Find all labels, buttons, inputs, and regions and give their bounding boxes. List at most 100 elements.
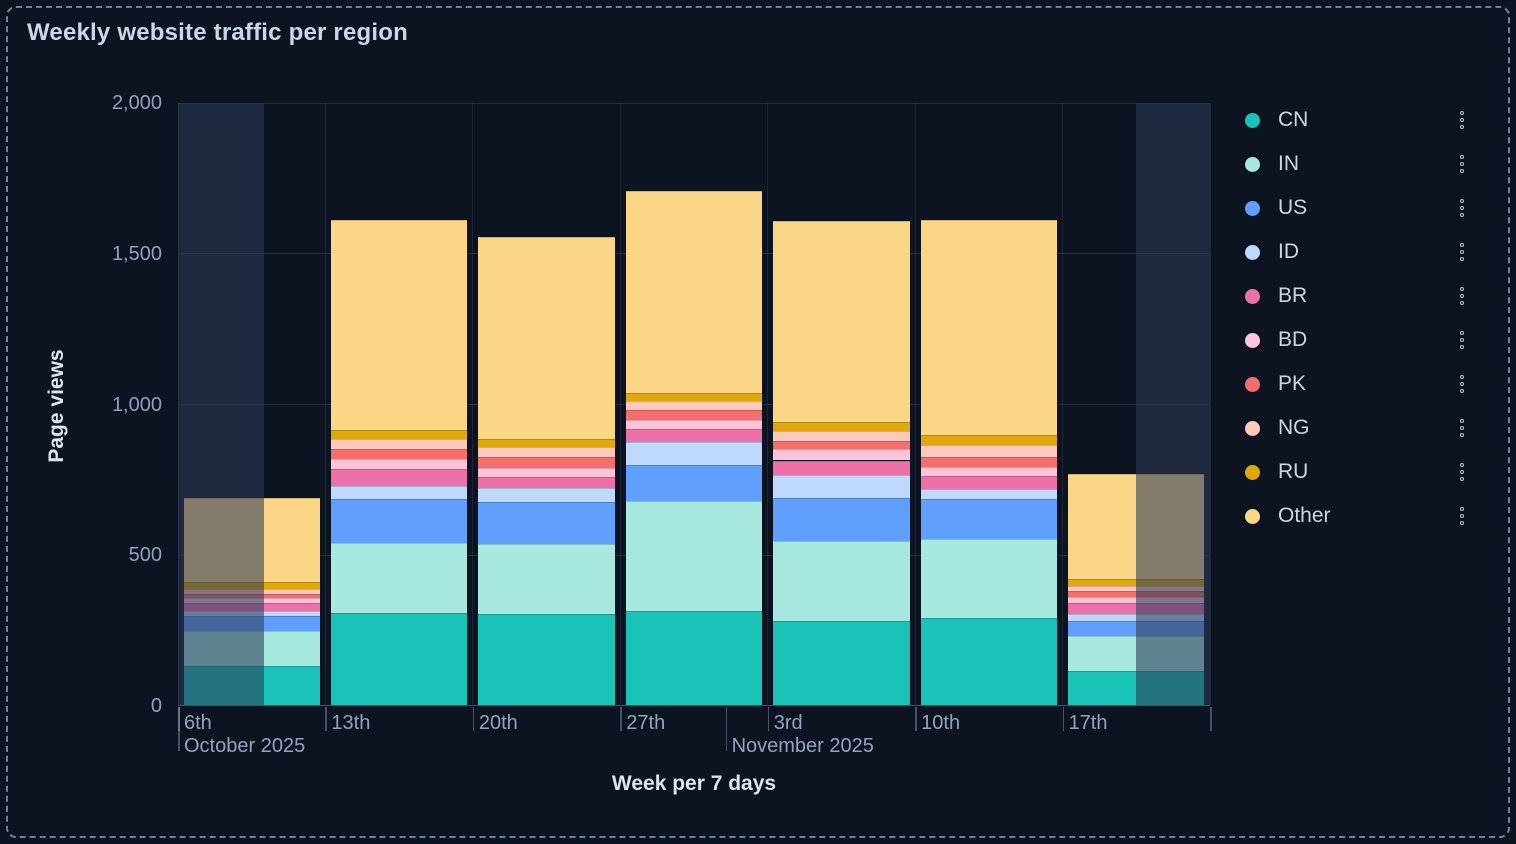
kebab-menu-icon[interactable] <box>1458 415 1466 441</box>
kebab-menu-icon[interactable] <box>1458 459 1466 485</box>
y-tick-label: 500 <box>128 544 162 567</box>
bar-segment-cn[interactable] <box>773 621 910 705</box>
bar-segment-cn[interactable] <box>625 611 763 705</box>
bar-column-10th[interactable] <box>920 220 1058 705</box>
legend-item-bd[interactable]: BD <box>1240 318 1480 362</box>
bar-segment-other[interactable] <box>920 220 1058 436</box>
bar-segment-ng[interactable] <box>773 431 910 442</box>
x-axis-tick <box>472 707 475 731</box>
bar-segment-id[interactable] <box>773 474 910 499</box>
bar-segment-other[interactable] <box>625 190 763 394</box>
bar-segment-ru[interactable] <box>920 435 1058 446</box>
x-axis-tick <box>325 707 327 731</box>
bar-segment-us[interactable] <box>330 498 468 543</box>
month-label: October 2025 <box>184 735 306 757</box>
bar-segment-br[interactable] <box>330 468 468 486</box>
bar-segment-pk[interactable] <box>478 457 615 469</box>
bar-segment-in[interactable] <box>330 542 468 613</box>
bar-segment-pk[interactable] <box>920 456 1058 468</box>
bar-segment-br[interactable] <box>1068 602 1205 614</box>
legend-item-label: US <box>1278 196 1308 219</box>
bar-segment-in[interactable] <box>478 544 615 614</box>
bar-segment-ng[interactable] <box>920 445 1058 457</box>
x-gridline <box>619 103 621 705</box>
bar-segment-bd[interactable] <box>478 468 615 478</box>
kebab-menu-icon[interactable] <box>1458 503 1466 529</box>
bar-segment-ru[interactable] <box>1068 578 1205 587</box>
bar-segment-other[interactable] <box>478 237 615 439</box>
bar-segment-bd[interactable] <box>920 467 1058 476</box>
kebab-menu-icon[interactable] <box>1458 151 1466 177</box>
kebab-menu-icon[interactable] <box>1458 327 1466 353</box>
bar-segment-us[interactable] <box>920 499 1058 540</box>
month-label: November 2025 <box>731 735 874 757</box>
bar-segment-in[interactable] <box>773 541 910 622</box>
bar-segment-pk[interactable] <box>773 441 910 449</box>
bar-segment-other[interactable] <box>773 220 910 423</box>
x-gridline <box>767 103 769 705</box>
kebab-menu-icon[interactable] <box>1458 195 1466 221</box>
legend-item-ng[interactable]: NG <box>1240 406 1480 450</box>
x-gridline <box>472 103 474 705</box>
legend-item-in[interactable]: IN <box>1240 142 1480 186</box>
bar-segment-bd[interactable] <box>773 448 910 461</box>
bar-segment-ru[interactable] <box>478 438 615 447</box>
legend-item-label: PK <box>1278 372 1307 395</box>
y-tick-label: 1,000 <box>111 393 162 416</box>
bar-segment-br[interactable] <box>478 477 615 488</box>
legend-item-cn[interactable]: CN <box>1240 98 1480 142</box>
bar-segment-pk[interactable] <box>330 448 468 459</box>
kebab-menu-icon[interactable] <box>1458 107 1466 133</box>
bar-segment-ru[interactable] <box>773 422 910 432</box>
legend-color-dot <box>1245 376 1260 392</box>
bar-segment-id[interactable] <box>625 442 763 466</box>
y-tick-label: 1,500 <box>111 242 162 265</box>
bar-segment-ng[interactable] <box>1068 586 1205 592</box>
bar-segment-ng[interactable] <box>330 438 468 449</box>
bar-segment-in[interactable] <box>625 500 763 612</box>
bar-segment-br[interactable] <box>625 428 763 443</box>
bar-segment-pk[interactable] <box>1068 591 1205 598</box>
bar-segment-id[interactable] <box>1068 613 1205 621</box>
bar-segment-in[interactable] <box>920 539 1058 619</box>
x-gridline <box>1062 103 1064 705</box>
legend-item-br[interactable]: BR <box>1240 274 1480 318</box>
legend-item-id[interactable]: ID <box>1240 230 1480 274</box>
legend-item-other[interactable]: Other <box>1240 494 1480 538</box>
partial-week-overlay <box>1136 103 1210 705</box>
bar-segment-cn[interactable] <box>330 612 468 705</box>
kebab-menu-icon[interactable] <box>1458 371 1466 397</box>
bar-segment-pk[interactable] <box>625 410 763 420</box>
bar-segment-id[interactable] <box>478 487 615 503</box>
bar-segment-us[interactable] <box>625 465 763 501</box>
bar-segment-id[interactable] <box>920 489 1058 500</box>
bar-segment-us[interactable] <box>773 498 910 541</box>
bar-segment-bd[interactable] <box>625 419 763 429</box>
bar-segment-cn[interactable] <box>920 618 1058 705</box>
bar-segment-br[interactable] <box>773 460 910 475</box>
bar-segment-br[interactable] <box>920 475 1058 490</box>
bar-column-27th[interactable] <box>625 190 763 705</box>
legend-color-dot <box>1245 464 1260 480</box>
bar-column-13th[interactable] <box>330 219 468 705</box>
bar-column-20th[interactable] <box>478 237 615 705</box>
kebab-menu-icon[interactable] <box>1458 283 1466 309</box>
bar-segment-ru[interactable] <box>625 393 763 401</box>
kebab-menu-icon[interactable] <box>1458 239 1466 265</box>
bar-segment-us[interactable] <box>478 502 615 545</box>
bar-segment-cn[interactable] <box>478 613 615 705</box>
bar-segment-ru[interactable] <box>330 430 468 439</box>
bar-column-17th[interactable] <box>1068 474 1205 705</box>
bar-segment-bd[interactable] <box>1068 597 1205 603</box>
bar-segment-ng[interactable] <box>478 446 615 458</box>
bar-column-3rd[interactable] <box>773 220 910 705</box>
partial-week-overlay <box>178 103 264 705</box>
bar-segment-id[interactable] <box>330 485 468 499</box>
legend-item-pk[interactable]: PK <box>1240 362 1480 406</box>
bar-segment-other[interactable] <box>330 219 468 431</box>
legend-item-ru[interactable]: RU <box>1240 450 1480 494</box>
bar-segment-bd[interactable] <box>330 458 468 469</box>
bar-segment-ng[interactable] <box>625 400 763 411</box>
y-gridline <box>178 102 1210 104</box>
legend-item-us[interactable]: US <box>1240 186 1480 230</box>
